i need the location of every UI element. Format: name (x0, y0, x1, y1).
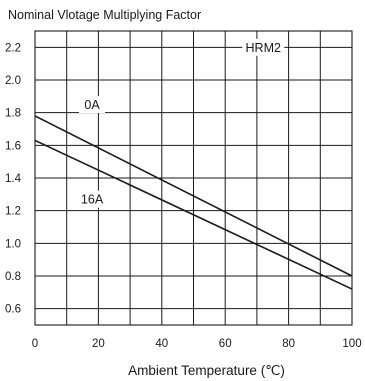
y-tick-label: 1.6 (5, 140, 21, 152)
y-tick-label: 0.8 (5, 271, 21, 283)
series-line (34, 139, 353, 290)
y-tick-label: 2.2 (5, 42, 21, 54)
x-axis-label: Ambient Temperature (℃) (128, 363, 285, 378)
annotation-label: 0A (84, 98, 100, 112)
x-tick-label: 60 (219, 338, 232, 350)
series-layer (34, 115, 353, 290)
y-tick-label: 0.6 (5, 304, 21, 316)
y-tick-label: 1.2 (5, 206, 21, 218)
annotation-background (75, 190, 110, 208)
y-tick-label: 1.8 (5, 108, 21, 120)
x-axis-ticks: 0 20 40 60 80 100 (32, 338, 362, 350)
x-tick-label: 40 (155, 338, 168, 350)
x-tick-label: 80 (282, 338, 295, 350)
grid (35, 31, 352, 325)
y-tick-label: 2.0 (5, 75, 21, 87)
y-tick-label: 1.4 (5, 173, 22, 185)
x-tick-label: 100 (342, 338, 361, 350)
y-axis-ticks: 0.6 0.8 1.0 1.2 1.4 1.6 1.8 2.0 2.2 (5, 42, 22, 315)
y-tick-label: 1.0 (5, 238, 21, 250)
annotation-label: HRM2 (246, 41, 281, 55)
chart-title: Nominal Vlotage Multiplying Factor (8, 8, 201, 22)
x-tick-label: 0 (32, 338, 38, 350)
x-tick-label: 20 (92, 338, 105, 350)
annotation-label: 16A (81, 193, 104, 207)
series-line (34, 115, 353, 277)
annotation-layer: HRM2 0A 16A (75, 38, 285, 208)
annotation-background (79, 96, 106, 113)
plot-frame (34, 30, 353, 326)
annotation-background (242, 38, 285, 56)
